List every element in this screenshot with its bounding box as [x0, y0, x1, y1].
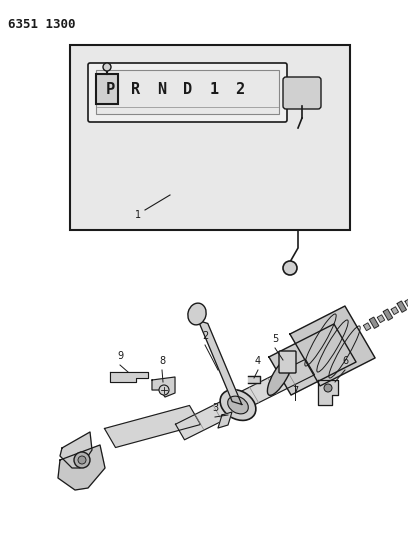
Circle shape	[74, 452, 90, 468]
Text: 1: 1	[209, 82, 219, 96]
Ellipse shape	[188, 303, 206, 325]
Text: P: P	[105, 82, 115, 96]
Polygon shape	[318, 380, 338, 405]
Polygon shape	[383, 309, 392, 320]
Ellipse shape	[220, 390, 256, 421]
Polygon shape	[364, 323, 371, 330]
Polygon shape	[175, 359, 315, 440]
Text: R: R	[131, 82, 141, 96]
Bar	[70, 45, 350, 230]
Text: 8: 8	[159, 356, 165, 366]
Ellipse shape	[228, 396, 248, 414]
FancyBboxPatch shape	[283, 77, 321, 109]
Polygon shape	[248, 376, 260, 383]
Polygon shape	[377, 315, 385, 322]
Text: 2: 2	[235, 82, 244, 96]
Circle shape	[324, 384, 332, 392]
Circle shape	[159, 385, 169, 395]
Ellipse shape	[267, 357, 293, 395]
Circle shape	[103, 63, 111, 71]
Polygon shape	[58, 445, 105, 490]
Polygon shape	[110, 372, 148, 382]
Text: 2: 2	[202, 331, 208, 341]
Text: 6351 1300: 6351 1300	[8, 18, 75, 31]
Text: 9: 9	[117, 351, 123, 361]
Polygon shape	[269, 324, 356, 395]
Text: D: D	[184, 82, 193, 96]
Polygon shape	[290, 306, 375, 386]
FancyBboxPatch shape	[88, 63, 287, 122]
Polygon shape	[218, 412, 232, 428]
Bar	[96, 74, 118, 104]
Bar	[96, 70, 279, 114]
Polygon shape	[397, 301, 406, 312]
Circle shape	[78, 456, 86, 464]
Polygon shape	[391, 307, 399, 314]
Polygon shape	[104, 406, 200, 448]
Text: 1: 1	[135, 210, 141, 220]
Text: 5: 5	[272, 334, 278, 344]
Polygon shape	[369, 317, 379, 328]
Text: 6: 6	[342, 356, 348, 366]
Circle shape	[283, 261, 297, 275]
Text: 7: 7	[292, 386, 298, 396]
Polygon shape	[405, 299, 408, 306]
Polygon shape	[198, 320, 242, 405]
Text: N: N	[157, 82, 166, 96]
Polygon shape	[60, 432, 92, 468]
Text: 4: 4	[255, 356, 261, 366]
FancyBboxPatch shape	[279, 351, 296, 373]
Polygon shape	[152, 377, 175, 397]
Text: 3: 3	[212, 403, 218, 413]
